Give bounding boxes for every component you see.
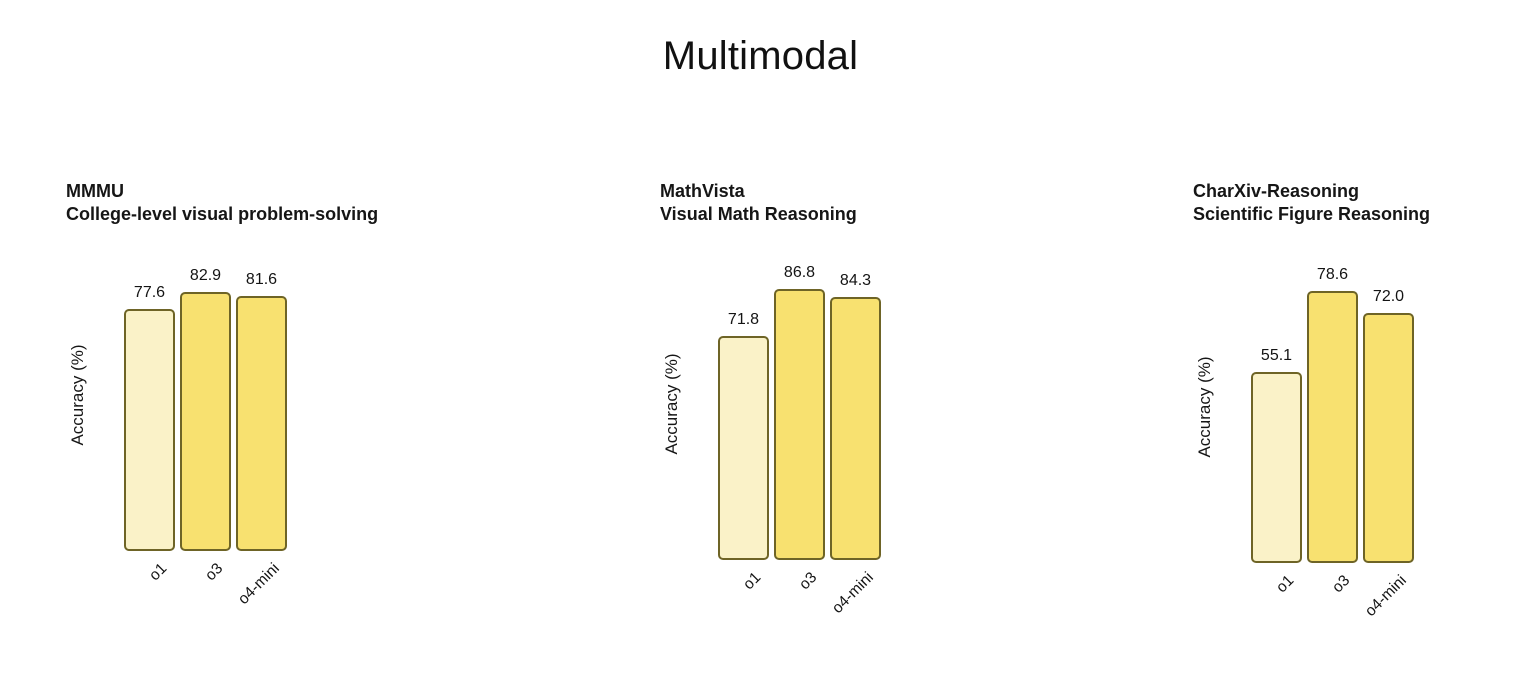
x-tick-label: o4-mini [828,569,877,617]
plot-area: 55.1 o1 78.6 o3 72.0 o4-mini [1251,251,1414,620]
chart-benchmark-name: MathVista [660,181,745,201]
bar-o1 [124,309,175,551]
bar-chart: MMMU College-level visual problem-solvin… [66,180,536,660]
chart-header: MMMU College-level visual problem-solvin… [66,180,536,226]
x-tick-label: o3 [202,560,227,585]
bar-group-o3: 82.9 o3 [180,267,231,584]
x-tick-label: o1 [1273,572,1298,597]
bar-group-o4-mini: 81.6 o4-mini [235,271,287,608]
y-axis-label: Accuracy (%) [68,344,87,446]
chart-benchmark-name: CharXiv-Reasoning [1193,181,1360,201]
chart-header: MathVista Visual Math Reasoning [660,180,1130,226]
bar-value-label: 72.0 [1372,288,1405,305]
bar-o3 [180,292,231,551]
chart-benchmark-description: Visual Math Reasoning [660,204,857,224]
chart-benchmark-description: Scientific Figure Reasoning [1193,204,1431,224]
bar-value-label: 84.3 [839,272,872,289]
bar-o3 [774,289,825,560]
y-axis-label: Accuracy (%) [1195,356,1214,458]
plot-area: 71.8 o1 86.8 o3 84.3 o4-mini [718,248,881,617]
x-tick-label: o3 [1329,572,1354,597]
bar-group-o3: 86.8 o3 [774,264,825,593]
x-tick-label: o4-mini [1361,572,1410,620]
plot-area: 77.6 o1 82.9 o3 81.6 o4-mini [124,239,287,608]
chart-benchmark-description: College-level visual problem-solving [66,204,379,224]
x-tick-label: o4-mini [234,560,283,608]
x-tick-label: o3 [796,569,821,594]
bar-group-o1: 71.8 o1 [718,311,769,593]
bar-value-label: 77.6 [133,284,166,301]
chart-benchmark-name: MMMU [66,181,124,201]
bar-group-o3: 78.6 o3 [1307,266,1358,596]
bar-value-label: 86.8 [783,264,816,281]
bar-chart: MathVista Visual Math Reasoning Accuracy… [660,180,1130,660]
chart-header: CharXiv-Reasoning Scientific Figure Reas… [1193,180,1521,226]
bar-chart: CharXiv-Reasoning Scientific Figure Reas… [1193,180,1521,660]
bar-o4-mini [236,296,287,551]
bar-o1 [718,336,769,560]
bar-o1 [1251,372,1302,563]
x-tick-label: o1 [146,560,171,585]
bar-group-o4-mini: 72.0 o4-mini [1362,288,1414,620]
bar-group-o4-mini: 84.3 o4-mini [829,272,881,617]
bar-group-o1: 55.1 o1 [1251,347,1302,596]
bar-o4-mini [1363,313,1414,563]
y-axis-label: Accuracy (%) [662,353,681,455]
page-title: Multimodal [662,34,859,78]
bar-value-label: 55.1 [1260,347,1293,364]
bar-group-o1: 77.6 o1 [124,284,175,584]
x-tick-label: o1 [740,569,765,594]
bar-o4-mini [830,297,881,560]
bar-value-label: 71.8 [727,311,760,328]
bar-value-label: 81.6 [245,271,278,288]
bar-o3 [1307,291,1358,563]
bar-value-label: 78.6 [1316,266,1349,283]
bar-value-label: 82.9 [189,267,222,284]
